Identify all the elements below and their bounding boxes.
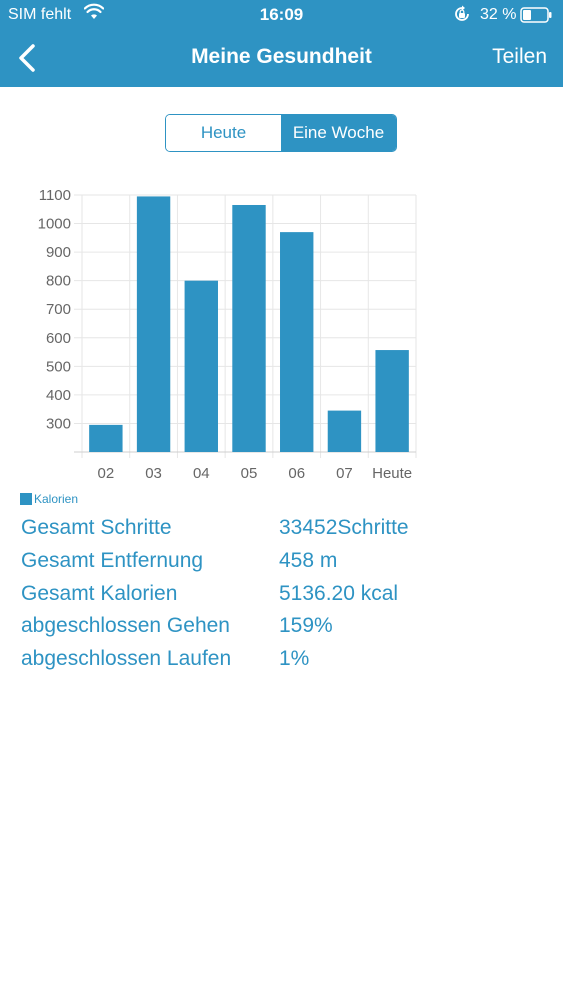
stat-label: Gesamt Entfernung bbox=[21, 548, 204, 572]
bar bbox=[232, 204, 266, 452]
y-tick-label: 900 bbox=[46, 244, 71, 261]
x-tick-label: 05 bbox=[241, 465, 258, 482]
x-tick-label: 07 bbox=[336, 465, 353, 482]
bar bbox=[136, 196, 171, 452]
y-tick-label: 600 bbox=[46, 330, 71, 347]
stat-value: 458 m bbox=[279, 548, 338, 572]
wifi-icon bbox=[84, 3, 104, 19]
chart-legend: Kalorien bbox=[20, 492, 78, 506]
stat-label: abgeschlossen Laufen bbox=[21, 647, 232, 671]
bar bbox=[184, 280, 218, 452]
segment-today[interactable]: Heute bbox=[166, 115, 281, 151]
page-title: Meine Gesundheit bbox=[191, 45, 372, 68]
stat-label: Gesamt Kalorien bbox=[21, 581, 178, 605]
carrier-label: SIM fehlt bbox=[8, 6, 72, 23]
y-tick-label: 1000 bbox=[38, 216, 71, 233]
bar bbox=[375, 350, 409, 452]
x-tick-label: 06 bbox=[288, 465, 305, 482]
x-tick-label: 02 bbox=[98, 465, 115, 482]
stat-label: abgeschlossen Gehen bbox=[21, 614, 230, 638]
battery-percent: 32 % bbox=[480, 6, 517, 23]
calories-bar-chart: 300 400 500 600 700 800 900 1000 1100 02 03 04 05 06 0… bbox=[38, 187, 417, 482]
y-tick-label: 400 bbox=[46, 387, 71, 404]
share-button[interactable]: Teilen bbox=[492, 45, 547, 68]
battery-icon bbox=[520, 7, 552, 23]
bar bbox=[280, 232, 314, 452]
chevron-left-icon[interactable] bbox=[12, 42, 42, 74]
bar bbox=[327, 410, 362, 452]
stat-value: 5136.20 kcal bbox=[279, 581, 399, 605]
segment-week[interactable]: Eine Woche bbox=[281, 115, 396, 151]
navigation-bar: Meine Gesundheit Teilen bbox=[0, 30, 563, 87]
y-tick-label: 1100 bbox=[39, 187, 71, 204]
orientation-lock-icon bbox=[455, 5, 469, 21]
x-tick-label: 04 bbox=[193, 465, 210, 482]
y-tick-label: 700 bbox=[46, 301, 71, 318]
stat-value: 159% bbox=[279, 614, 333, 638]
period-segmented-control: Heute Eine Woche bbox=[165, 114, 397, 152]
bar bbox=[89, 424, 123, 452]
status-bar: SIM fehlt 16:09 32 % bbox=[0, 0, 563, 30]
stat-label: Gesamt Schritte bbox=[21, 516, 172, 539]
x-tick-label: 03 bbox=[145, 465, 162, 482]
x-tick-label: Heute bbox=[372, 465, 412, 482]
y-tick-label: 300 bbox=[46, 415, 71, 432]
stat-value: 1% bbox=[279, 647, 310, 671]
stat-value: 33452Schritte bbox=[279, 516, 409, 539]
clock: 16:09 bbox=[259, 5, 304, 24]
y-tick-label: 500 bbox=[46, 358, 71, 375]
legend-label: Kalorien bbox=[34, 492, 79, 506]
y-tick-label: 800 bbox=[46, 273, 71, 290]
legend-swatch bbox=[20, 493, 32, 505]
